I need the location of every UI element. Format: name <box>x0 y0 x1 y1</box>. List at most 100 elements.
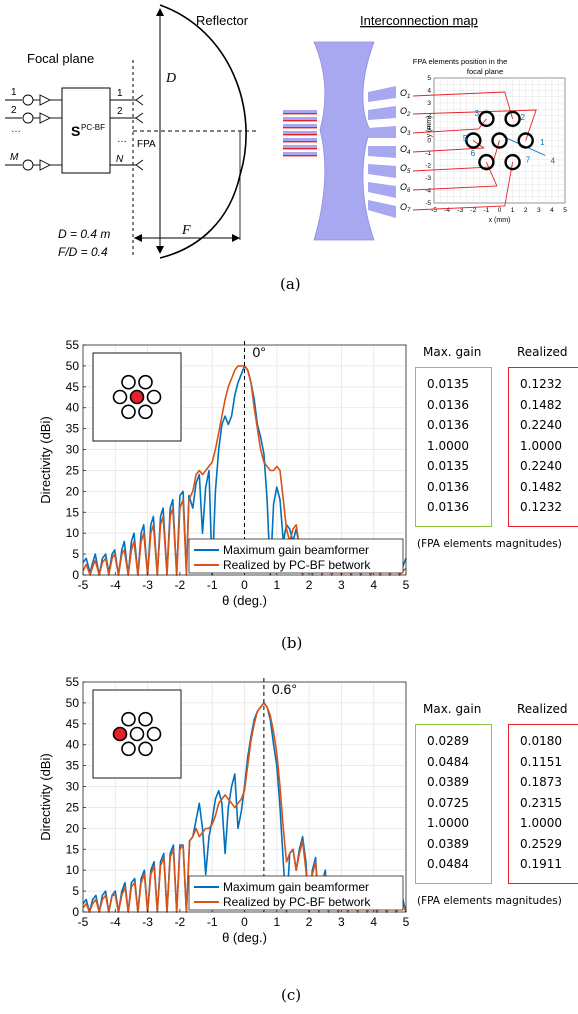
s-pcbf-block <box>61 87 111 174</box>
realized-value: 0.1232 <box>520 500 562 514</box>
fpa-xtick: 4 <box>550 207 554 214</box>
max-gain-value: 1.0000 <box>427 438 469 453</box>
fpa-xtick: 2 <box>524 207 528 214</box>
fpa-xlabel: x (mm) <box>489 217 511 224</box>
fpa-element-number: 6 <box>471 149 476 158</box>
s-matrix-label: S <box>71 123 80 139</box>
port-out-n: N <box>116 154 124 165</box>
y-tick-label: 0 <box>72 568 79 582</box>
output-label-sub: 3 <box>407 131 411 137</box>
inset-element-upper-right <box>138 374 153 390</box>
x-tick-label: 1 <box>273 578 280 592</box>
interconnection-line <box>412 140 486 153</box>
fpa-ylabel: y (mm) <box>426 116 433 138</box>
reflector-label: Reflector <box>196 13 249 28</box>
fpa-element-6 <box>478 153 495 171</box>
max-gain-value: 0.0389 <box>427 775 469 789</box>
y-tick-label: 25 <box>66 800 80 814</box>
fpa-element-3 <box>478 110 495 128</box>
x-axis-label: θ (deg.) <box>222 930 267 945</box>
inset-element-center <box>129 389 145 405</box>
realized-value: 0.1911 <box>520 857 562 871</box>
caption-a: (a) <box>280 275 301 293</box>
x-tick-label: -3 <box>142 578 153 592</box>
y-tick-label: 45 <box>66 380 80 394</box>
y-tick-label: 5 <box>72 884 79 898</box>
output-lines <box>110 94 144 171</box>
output-label-1: O1 <box>400 88 410 100</box>
interconnection-line <box>412 118 487 134</box>
legend-box <box>188 538 404 574</box>
x-tick-label: 3 <box>338 915 345 929</box>
table-b-note: (FPA elements magnitudes) <box>417 538 562 550</box>
realized-value: 0.2240 <box>520 459 562 473</box>
fpa-xtick: -4 <box>444 207 450 214</box>
realized-value: 1.0000 <box>520 816 562 830</box>
y-tick-label: 55 <box>66 675 80 689</box>
reflector-arc <box>159 4 247 259</box>
fpa-position-plot: -5-5 -4 -4 -3 -3 -2 -2 -1 -1 0 0 1 1 2 2 3 3 4 4 5 5 x (mm) y … <box>425 75 567 224</box>
fpa-xtick: 1 <box>511 207 515 214</box>
y-tick-label: 45 <box>66 717 80 731</box>
max-gain-value: 0.0484 <box>427 857 469 871</box>
d-equation: D = 0.4 m <box>58 227 110 241</box>
inset-element-left <box>112 726 128 742</box>
caption-b: (b) <box>281 634 303 652</box>
x-tick-label: -5 <box>78 915 89 929</box>
table-c-realized-box <box>508 724 578 884</box>
y-axis-label: Directivity (dBi) <box>38 416 53 503</box>
port-in-dots: … <box>11 124 21 135</box>
x-tick-label: -1 <box>207 915 218 929</box>
y-tick-label: 0 <box>72 905 79 919</box>
y-tick-label: 55 <box>66 338 80 352</box>
legend-entry: Maximum gain beamformer <box>223 543 369 557</box>
max-gain-value: 0.0289 <box>427 734 469 748</box>
fpa-xtick: -5 <box>431 207 437 214</box>
focal-plane-label: Focal plane <box>27 51 94 66</box>
port-in-1: 1 <box>11 87 17 98</box>
interconnection-line <box>412 162 514 211</box>
interconnection-line <box>412 91 514 120</box>
output-label-sub: 4 <box>407 150 411 156</box>
table-b-realized-box <box>508 367 578 527</box>
y-tick-label: 5 <box>72 547 79 561</box>
fpa-label: FPA <box>137 139 156 150</box>
fpa-ytick: 1 <box>427 125 431 132</box>
max-gain-value: 0.0136 <box>427 397 469 412</box>
y-tick-label: 20 <box>66 484 80 498</box>
fpa-ytick: -2 <box>425 163 431 170</box>
realized-value: 0.1482 <box>520 397 562 412</box>
max-gain-value: 0.0725 <box>427 795 469 810</box>
x-tick-label: -2 <box>175 915 186 929</box>
output-label-sub: 2 <box>406 112 411 118</box>
fpa-element-4 <box>491 132 508 149</box>
chart-b: 0°-5 -4 -3 -2 -1 0 1 2 3 4 50510152025303540455055… <box>38 338 410 608</box>
interconnection-line <box>412 109 537 141</box>
fpa-ytick: 5 <box>427 75 431 82</box>
x-tick-label: -2 <box>175 578 186 592</box>
realized-value: 0.2529 <box>520 836 562 851</box>
max-gain-value: 1.0000 <box>427 816 469 830</box>
fpa-ytick: -1 <box>425 150 431 157</box>
fpa-xtick: -1 <box>484 207 490 214</box>
inset-element-upper-left <box>121 374 136 390</box>
output-label-sub: 5 <box>407 169 411 175</box>
y-tick-label: 50 <box>66 696 80 710</box>
x-tick-label: -5 <box>78 578 89 592</box>
port-out-2: 2 <box>117 106 123 117</box>
x-tick-label: 0 <box>241 915 248 929</box>
input-ports: 1 2 … M <box>10 87 21 163</box>
output-labels: O1 O2 O3 O4 O5 O6 O7 <box>400 88 411 214</box>
output-label-4: O4 <box>400 144 411 156</box>
inset-element-left <box>112 389 128 405</box>
source-chain <box>5 94 62 171</box>
y-tick-label: 40 <box>66 738 80 752</box>
inset-element-right <box>146 389 162 405</box>
inset-element-center <box>129 726 145 742</box>
d-arrow-head-bottom <box>156 246 164 254</box>
x-tick-label: 3 <box>338 578 345 592</box>
y-tick-label: 40 <box>66 401 80 415</box>
output-label-sub: 7 <box>407 208 411 214</box>
inset-element-lower-right <box>138 741 153 757</box>
output-label-3: O3 <box>400 125 411 137</box>
